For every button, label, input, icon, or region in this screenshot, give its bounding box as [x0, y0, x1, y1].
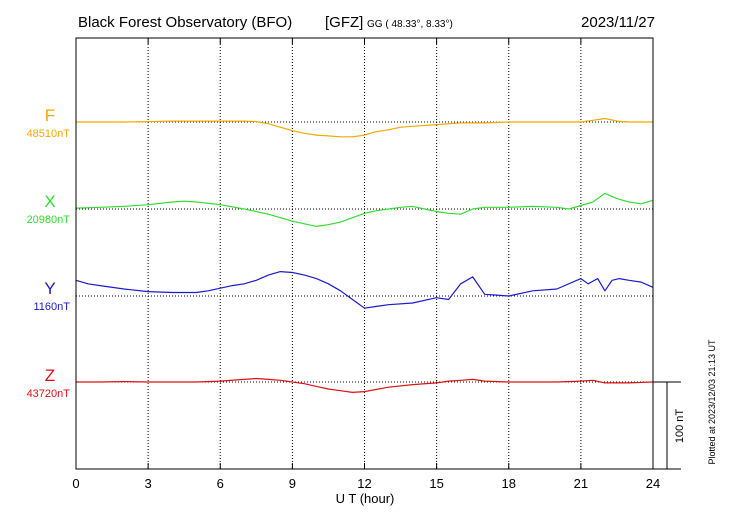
series-line-f — [76, 117, 653, 138]
series-line-x — [75, 192, 654, 227]
scale-bar-label: 100 nT — [674, 409, 686, 444]
grid-layer — [147, 38, 582, 469]
x-tick-label: 15 — [429, 476, 443, 491]
component-name-x: X — [44, 192, 55, 211]
component-name-y: Y — [44, 279, 55, 298]
baseline-value-z: 43720nT — [27, 388, 71, 400]
x-tick-label: 21 — [574, 476, 588, 491]
date-label: 2023/11/27 — [581, 14, 655, 31]
x-tick-label: 9 — [289, 476, 296, 491]
x-tick-label: 0 — [72, 476, 79, 491]
chart-title: Black Forest Observatory (BFO) — [78, 14, 292, 31]
scale-bar: 100 nT — [653, 381, 686, 470]
series-layer — [75, 117, 654, 393]
x-axis-label: U T (hour) — [336, 491, 395, 506]
baseline-value-f: 48510nT — [27, 128, 71, 140]
x-tick-label: 6 — [217, 476, 224, 491]
baseline-value-y: 1160nT — [34, 301, 71, 313]
plot-timestamp: Plotted at 2023/12/03 21:13 UT — [707, 339, 717, 465]
component-name-z: Z — [45, 366, 55, 385]
tick-layer: 0 3 6 9 12 15 18 21 24 — [72, 38, 660, 491]
x-tick-label: 3 — [145, 476, 152, 491]
component-name-f: F — [45, 106, 55, 125]
coordinates-label: GG ( 48.33°, 8.33°) — [367, 19, 453, 30]
baseline-value-x: 20980nT — [27, 214, 71, 226]
series-line-z — [76, 377, 654, 393]
x-tick-label: 12 — [357, 476, 371, 491]
component-label-layer: F 48510nT X 20980nT Y 1160nT Z 43720nT — [27, 106, 71, 400]
series-line-y — [75, 271, 654, 309]
x-tick-label: 18 — [502, 476, 516, 491]
agency-label: [GFZ] — [325, 14, 363, 31]
x-tick-label: 24 — [646, 476, 660, 491]
